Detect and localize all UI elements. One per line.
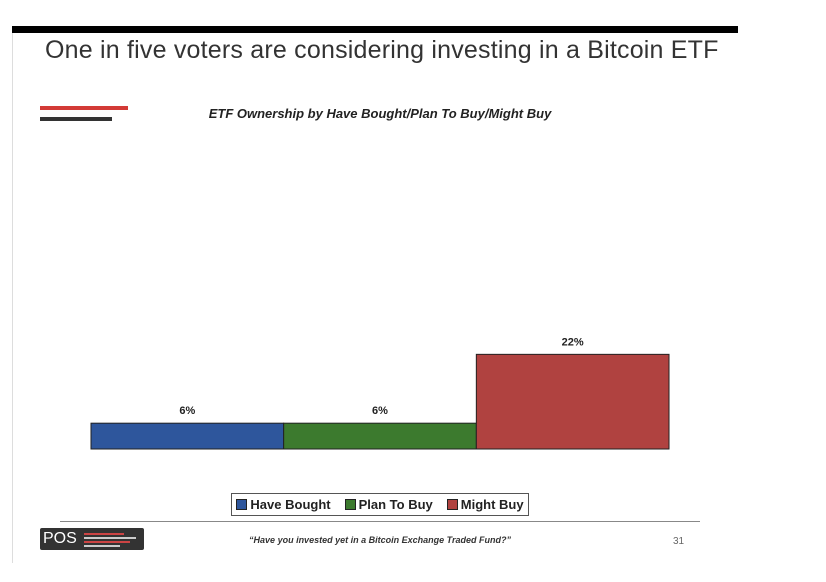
chart-title: ETF Ownership by Have Bought/Plan To Buy… [208,106,552,121]
accent-red-line [40,106,128,110]
survey-question: “Have you invested yet in a Bitcoin Exch… [249,535,511,545]
legend-label: Might Buy [460,497,524,512]
accent-dark-line [40,117,112,121]
data-label: 6% [179,405,195,417]
legend-item-plan-to-buy: Plan To Buy [344,497,433,512]
footer-rule [60,521,700,522]
page-number: 31 [673,536,685,547]
chart-legend: Have Bought Plan To Buy Might Buy [231,493,529,516]
bar-have-bought [90,422,285,450]
bar-might-buy [475,353,670,450]
legend-item-might-buy: Might Buy [446,497,524,512]
legend-swatch [446,499,458,510]
bar-plan-to-buy [283,422,477,450]
legend-swatch [344,499,356,510]
legend-swatch [236,499,248,510]
slide-title: One in five voters are considering inves… [45,36,719,64]
legend-label: Have Bought [250,497,331,512]
top-rule [12,26,738,33]
legend-label: Plan To Buy [358,497,433,512]
data-label: 6% [372,405,388,417]
pos-logo: POS [40,528,144,550]
left-border [12,33,13,563]
legend-item-have-bought: Have Bought [236,497,331,512]
data-label: 22% [562,336,584,348]
